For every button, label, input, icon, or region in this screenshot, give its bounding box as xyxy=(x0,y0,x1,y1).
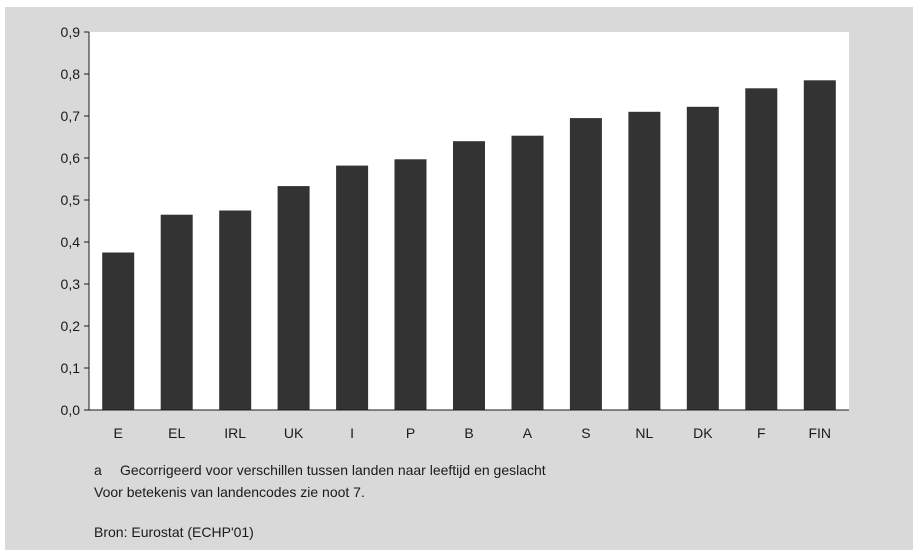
y-tick-label: 0,8 xyxy=(61,66,81,82)
bar-nl xyxy=(628,111,661,411)
footnote-marker: a xyxy=(94,462,102,478)
bar-i xyxy=(336,165,369,410)
x-tick-label-nl: NL xyxy=(635,425,653,441)
x-tick-label-f: F xyxy=(757,425,766,441)
x-tick-label-b: B xyxy=(464,425,473,441)
bar-el xyxy=(160,214,193,410)
bar-dk xyxy=(686,106,719,411)
y-tick-label: 0,5 xyxy=(61,192,81,208)
x-tick-label-uk: UK xyxy=(284,425,304,441)
bar-irl xyxy=(219,210,252,410)
bar-s xyxy=(569,118,602,410)
x-tick-label-el: EL xyxy=(168,425,185,441)
x-tick-label-p: P xyxy=(406,425,415,441)
y-tick-label: 0,9 xyxy=(61,24,81,40)
bar-b xyxy=(453,141,485,410)
bar-fin xyxy=(803,80,836,411)
figure-panel: 0,0 0,1 0,2 0,3 0,4 0,5 0,6 0,7 0,8 0,9 E EL IRL UK I… xyxy=(5,7,913,550)
y-tick-label: 0,4 xyxy=(61,234,81,250)
y-tick-label: 0,2 xyxy=(61,318,81,334)
x-tick-label-irl: IRL xyxy=(224,425,246,441)
footnote-text: Gecorrigeerd voor verschillen tussen lan… xyxy=(120,462,546,478)
y-tick-label: 0,6 xyxy=(61,150,81,166)
bar-p xyxy=(394,159,427,410)
x-axis: E EL IRL UK I P B A S NL DK F FIN xyxy=(89,409,849,441)
x-tick-label-dk: DK xyxy=(693,425,713,441)
bar-a xyxy=(511,135,544,410)
y-tick-label: 0,3 xyxy=(61,276,81,292)
x-tick-label-s: S xyxy=(581,425,590,441)
bar-chart: 0,0 0,1 0,2 0,3 0,4 0,5 0,6 0,7 0,8 0,9 E EL IRL UK I… xyxy=(61,24,849,441)
source-note: Bron: Eurostat (ECHP'01) xyxy=(94,524,254,540)
y-tick-label: 0,1 xyxy=(61,360,81,376)
country-codes-note: Voor betekenis van landencodes zie noot … xyxy=(94,484,365,500)
bar-uk xyxy=(277,186,310,410)
y-axis: 0,0 0,1 0,2 0,3 0,4 0,5 0,6 0,7 0,8 0,9 xyxy=(61,24,90,418)
x-tick-label-a: A xyxy=(523,425,533,441)
bar-f xyxy=(745,88,778,411)
y-tick-label: 0,7 xyxy=(61,108,81,124)
x-tick-label-e: E xyxy=(114,425,123,441)
x-tick-label-i: I xyxy=(350,425,354,441)
x-tick-label-fin: FIN xyxy=(808,425,831,441)
bars-group xyxy=(102,80,836,411)
bar-e xyxy=(102,252,135,410)
y-tick-label: 0,0 xyxy=(61,402,81,418)
footnote: a Gecorrigeerd voor verschillen tussen la… xyxy=(94,462,546,478)
